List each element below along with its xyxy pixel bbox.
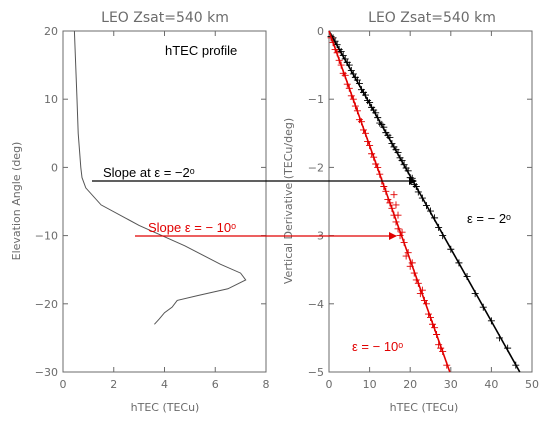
left-x-tick-label: 2 (110, 378, 117, 391)
left-y-tick-label: −10 (35, 230, 58, 243)
eps-minus-10-label: ε = − 10ᵒ (352, 339, 403, 354)
left-y-tick-label: 10 (44, 93, 58, 106)
right-y-tick-label: −5 (308, 366, 324, 379)
scatter-point-eps-minus-10 (394, 211, 402, 219)
right-x-axis-label: hTEC (TECu) (390, 401, 459, 414)
right-panel-vertical-derivative: LEO Zsat=540 km 0 10 20 30 40 50 0−1−2−3−4−5 … (282, 10, 539, 414)
left-x-tick-label: 0 (60, 378, 67, 391)
right-x-tick-label: 20 (403, 378, 417, 391)
right-y-tick-label: −2 (308, 161, 324, 174)
htec-profile-curve (73, 30, 247, 325)
right-y-tick-label: −4 (308, 298, 324, 311)
left-x-axis-label: hTEC (TECu) (131, 401, 200, 414)
left-x-tick-labels: 0 2 4 6 8 (60, 378, 270, 391)
right-y-tick-labels: 0−1−2−3−4−5 (308, 25, 324, 379)
left-chart-title: LEO Zsat=540 km (101, 10, 229, 26)
left-y-tick-labels: 20 10 0 −10 −20 −30 (35, 25, 58, 379)
right-x-tick-label: 40 (484, 378, 498, 391)
fit-line-eps-minus-10 (328, 30, 451, 373)
eps-minus-2-label: ε = − 2ᵒ (467, 211, 511, 226)
scatter-point-eps-minus-10 (392, 201, 400, 209)
right-x-tick-label: 0 (326, 378, 333, 391)
right-x-tick-label: 10 (363, 378, 377, 391)
left-x-tick-label: 8 (263, 378, 270, 391)
right-y-tick-label: 0 (317, 25, 324, 38)
htec-profile-label: hTEC profile (165, 43, 237, 58)
slope-eps-minus-2-label: Slope at ε = −2ᵒ (103, 165, 195, 180)
right-y-axis-label: Vertical Derivative (TECu/deg) (282, 118, 295, 284)
right-x-tick-label: 50 (525, 378, 539, 391)
right-plot-frame (328, 30, 533, 373)
fit-line-eps-minus-2 (328, 30, 521, 373)
left-panel-elevation-vs-htec: LEO Zsat=540 km 0 2 4 6 8 20 10 0 −10 −20 −30 hTE… (10, 10, 270, 414)
slope-eps-minus-10-label: Slope ε = − 10ᵒ (148, 220, 236, 235)
left-x-tick-label: 4 (161, 378, 168, 391)
left-plot-frame (62, 30, 267, 373)
left-y-axis-label: Elevation Angle (deg) (10, 142, 23, 261)
left-y-tick-label: 0 (51, 161, 58, 174)
left-y-tick-label: −30 (35, 366, 58, 379)
left-tick-marks (62, 30, 267, 373)
annotations: hTEC profile Slope at ε = −2ᵒ Slope ε = … (92, 43, 511, 354)
scatter-point-eps-minus-10 (390, 191, 398, 199)
right-chart-title: LEO Zsat=540 km (368, 10, 496, 26)
right-x-tick-labels: 0 10 20 30 40 50 (326, 378, 540, 391)
right-y-tick-label: −1 (308, 93, 324, 106)
left-y-tick-label: −20 (35, 298, 58, 311)
right-x-tick-label: 30 (444, 378, 458, 391)
left-x-tick-label: 6 (212, 378, 219, 391)
left-y-tick-label: 20 (44, 25, 58, 38)
